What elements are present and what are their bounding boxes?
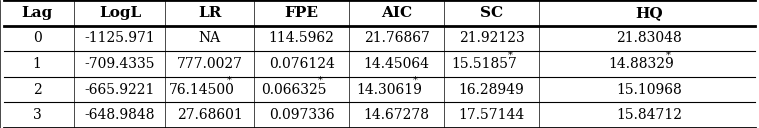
- Text: *: *: [318, 76, 323, 85]
- Text: 15.84712: 15.84712: [616, 108, 682, 122]
- Text: *: *: [508, 51, 513, 60]
- Text: 1: 1: [33, 57, 42, 71]
- Text: *: *: [666, 51, 670, 60]
- Text: 0.066325: 0.066325: [261, 83, 327, 97]
- Text: 777.0027: 777.0027: [177, 57, 243, 71]
- Text: 17.57144: 17.57144: [458, 108, 524, 122]
- Text: 21.83048: 21.83048: [616, 31, 682, 45]
- Text: 76.14500: 76.14500: [169, 83, 235, 97]
- Text: 3: 3: [33, 108, 42, 122]
- Text: 14.67278: 14.67278: [364, 108, 430, 122]
- Text: 21.76867: 21.76867: [364, 31, 430, 45]
- Text: NA: NA: [199, 31, 221, 45]
- Text: *: *: [413, 76, 418, 85]
- Text: 0: 0: [33, 31, 42, 45]
- Text: *: *: [226, 76, 231, 85]
- Text: -709.4335: -709.4335: [85, 57, 155, 71]
- Text: 21.92123: 21.92123: [458, 31, 524, 45]
- Text: AIC: AIC: [381, 6, 412, 20]
- Text: 15.51857: 15.51857: [451, 57, 517, 71]
- Text: 0.097336: 0.097336: [269, 108, 335, 122]
- Text: 14.45064: 14.45064: [364, 57, 430, 71]
- Text: 16.28949: 16.28949: [458, 83, 524, 97]
- Text: HQ: HQ: [635, 6, 663, 20]
- Text: SC: SC: [480, 6, 503, 20]
- Text: 27.68601: 27.68601: [177, 108, 243, 122]
- Text: LogL: LogL: [99, 6, 141, 20]
- Text: -1125.971: -1125.971: [84, 31, 156, 45]
- Text: -648.9848: -648.9848: [85, 108, 155, 122]
- Text: 14.30619: 14.30619: [356, 83, 422, 97]
- Text: FPE: FPE: [285, 6, 319, 20]
- Text: 114.5962: 114.5962: [269, 31, 335, 45]
- Text: 0.076124: 0.076124: [269, 57, 335, 71]
- Text: -665.9221: -665.9221: [85, 83, 155, 97]
- Text: 14.88329: 14.88329: [609, 57, 674, 71]
- Text: 2: 2: [33, 83, 42, 97]
- Text: Lag: Lag: [21, 6, 53, 20]
- Text: 15.10968: 15.10968: [616, 83, 682, 97]
- Text: LR: LR: [198, 6, 222, 20]
